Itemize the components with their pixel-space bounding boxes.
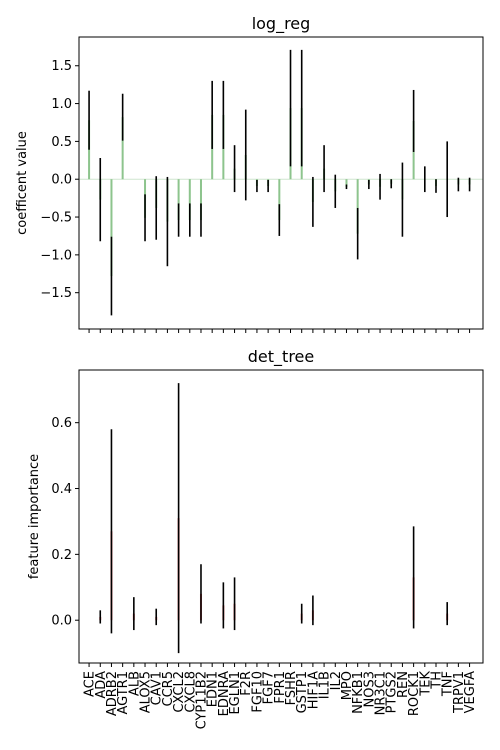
x-tick-label: FGF10 bbox=[250, 671, 265, 713]
chart-title: log_reg bbox=[252, 14, 311, 34]
y-tick-label: 0.0 bbox=[51, 173, 72, 188]
x-tick-label: IL1B bbox=[318, 671, 333, 699]
y-tick-label: 0.5 bbox=[51, 135, 72, 150]
x-tick-label: ALOX5 bbox=[139, 671, 154, 713]
log-reg-panel: log_reg coefficent value −1.5 −1.0 −0.5 0.0 0.… bbox=[15, 14, 484, 333]
bar-cxcl2 bbox=[177, 179, 180, 221]
x-tick-label: ACE bbox=[83, 671, 98, 697]
y-tick-label: 0.2 bbox=[51, 548, 72, 563]
x-tick-label: NR3C1 bbox=[374, 671, 389, 715]
x-tick-label: MPO bbox=[340, 671, 355, 700]
y-tick-label: −1.5 bbox=[40, 286, 72, 301]
plot-frame bbox=[78, 369, 484, 664]
y-tick-label: 0.4 bbox=[51, 482, 72, 497]
x-tick-label: NFKB1 bbox=[351, 671, 366, 714]
bar-nfkb1 bbox=[356, 179, 359, 234]
x-tick-label: ADRB2 bbox=[105, 671, 120, 716]
x-tick-label: CAV1 bbox=[150, 671, 165, 705]
y-tick-label: 1.0 bbox=[51, 97, 72, 112]
y-tick-label: 1.5 bbox=[51, 59, 72, 74]
y-tick-label: −1.0 bbox=[40, 248, 72, 263]
x-tick-label: TH bbox=[429, 671, 444, 690]
y-axis-label: feature importance bbox=[27, 454, 42, 579]
x-tick-label: IL2 bbox=[329, 671, 344, 690]
y-axis-label: coefficent value bbox=[15, 131, 30, 235]
x-tick-label: CCR5 bbox=[161, 671, 176, 706]
chart-title: det_tree bbox=[248, 347, 314, 367]
x-tick-label: TNF bbox=[441, 671, 456, 697]
x-tick-label: CXCL8 bbox=[183, 671, 198, 713]
x-tick-label: TRPV1 bbox=[452, 671, 467, 714]
x-tick-label: CYP11B2 bbox=[194, 671, 209, 729]
y-tick-label: −0.5 bbox=[40, 211, 72, 226]
plot-frame bbox=[78, 36, 484, 330]
bar-cyp11b2 bbox=[199, 179, 202, 221]
x-tick-label: GSTP1 bbox=[295, 671, 310, 713]
x-tick-label: PTGS2 bbox=[385, 671, 400, 713]
x-tick-label: FSHR bbox=[284, 671, 299, 705]
bar-adrb2 bbox=[110, 179, 113, 277]
x-tick-label: FPR1 bbox=[273, 671, 288, 704]
x-tick-label: F2R bbox=[239, 671, 254, 696]
x-tick-label: ALB bbox=[127, 671, 142, 696]
bar-cxcl8 bbox=[188, 179, 191, 221]
x-tick-label: TEK bbox=[418, 671, 433, 697]
x-tick-label: VEGFA bbox=[463, 671, 478, 713]
x-tick-label: EGLN1 bbox=[228, 671, 243, 715]
x-tick-label: AGTR1 bbox=[116, 671, 131, 715]
x-tick-label: NOS3 bbox=[362, 671, 377, 707]
bar-fpr1 bbox=[278, 179, 281, 221]
y-tick-label: 0.0 bbox=[51, 614, 72, 629]
y-tick-label: 0.6 bbox=[51, 416, 72, 431]
bar-mpo bbox=[345, 179, 348, 187]
bar-agtr1 bbox=[121, 117, 124, 180]
x-tick-label: ROCK1 bbox=[407, 671, 422, 716]
x-tick-label: FGF7 bbox=[262, 671, 277, 704]
x-tick-label: EDNRA bbox=[217, 671, 232, 716]
x-tick-label: HIF1A bbox=[306, 671, 321, 709]
x-tick-label: ADA bbox=[94, 671, 109, 699]
x-tick-label: REN bbox=[396, 671, 411, 698]
x-tick-label: CXCL2 bbox=[172, 671, 187, 713]
x-tick-label: EDN1 bbox=[206, 671, 221, 707]
